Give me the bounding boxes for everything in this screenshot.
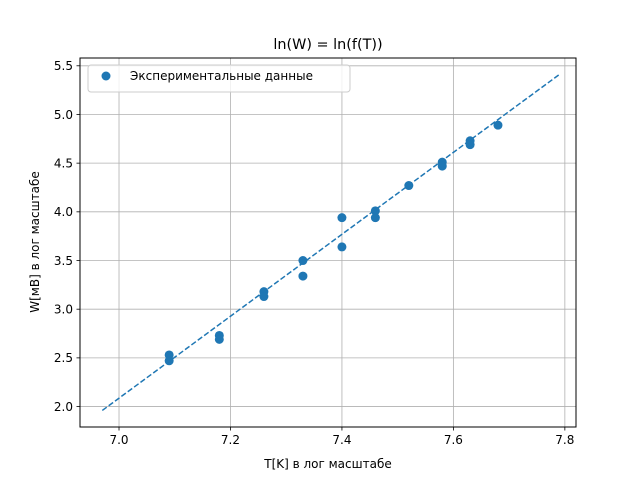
x-axis-ticks: 7.0 7.2 7.4 7.6 7.8 [109, 427, 574, 447]
data-point [298, 256, 308, 266]
data-point [337, 213, 347, 223]
data-point [493, 120, 503, 130]
y-tick-label: 3.5 [54, 254, 73, 268]
x-axis-label: T[K] в лог масштабе [263, 457, 392, 471]
legend-label: Экспериментальные данные [130, 69, 313, 83]
y-tick-label: 3.0 [54, 302, 73, 316]
y-tick-label: 5.0 [54, 108, 73, 122]
y-axis-label: W[мВ] в лог масштабе [28, 171, 42, 312]
x-tick-label: 7.6 [444, 433, 463, 447]
data-point [370, 206, 380, 216]
x-tick-label: 7.4 [332, 433, 351, 447]
y-tick-label: 4.0 [54, 205, 73, 219]
legend: Экспериментальные данные [87, 64, 351, 93]
data-point [259, 292, 269, 302]
plot-frame [79, 57, 577, 428]
y-tick-label: 4.5 [54, 156, 73, 170]
y-tick-label: 5.5 [54, 59, 73, 73]
data-point [437, 161, 447, 171]
y-tick-label: 2.5 [54, 351, 73, 365]
data-points [164, 120, 503, 366]
data-point [214, 334, 224, 344]
x-tick-label: 7.0 [109, 433, 128, 447]
x-tick-label: 7.8 [555, 433, 574, 447]
data-point [404, 181, 414, 191]
x-tick-label: 7.2 [221, 433, 240, 447]
legend-marker [101, 71, 111, 81]
data-point [164, 356, 174, 366]
y-tick-label: 2.0 [54, 400, 73, 414]
data-point [465, 140, 475, 150]
legend-box [87, 64, 351, 93]
y-axis-ticks: 2.0 2.5 3.0 3.5 4.0 4.5 5.0 5.5 [54, 59, 80, 414]
data-point [298, 271, 308, 281]
data-point [337, 242, 347, 252]
chart-title: ln(W) = ln(f(T)) [273, 37, 382, 53]
data-point [370, 213, 380, 223]
